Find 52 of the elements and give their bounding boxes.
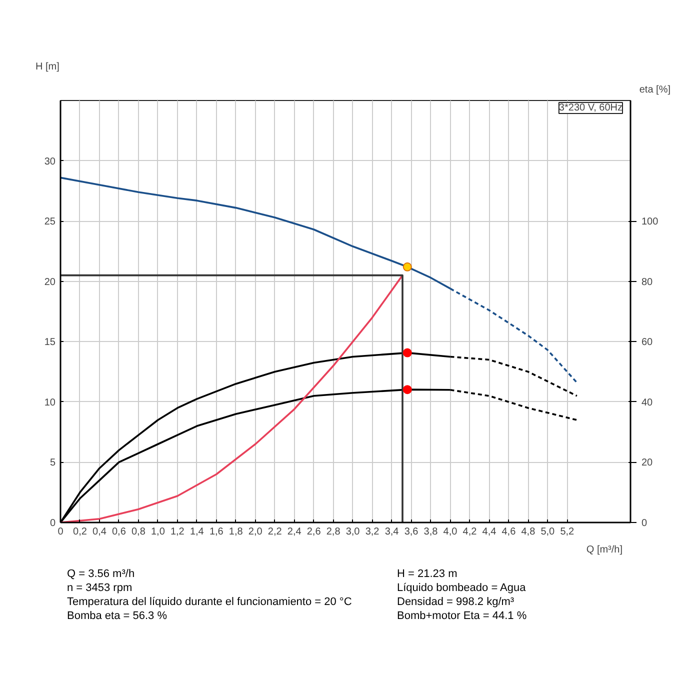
y-tick-label: 10 — [44, 397, 56, 408]
x-tick-label: 0 — [58, 526, 64, 538]
x-tick-label: 4,6 — [502, 526, 516, 538]
y-tick-label: 20 — [44, 276, 56, 288]
y-tick-label: 15 — [44, 337, 56, 348]
y2-tick-label: 20 — [642, 458, 654, 469]
x-tick-label: 0,4 — [92, 526, 107, 538]
y2-tick-label: 60 — [642, 337, 654, 348]
x-axis-title: Q [m³/h] — [586, 544, 623, 556]
x-tick-label: 4,0 — [443, 526, 458, 538]
y2-tick-label: 100 — [642, 216, 659, 228]
text: Bomba eta = 56.3 % — [67, 609, 168, 623]
text: Densidad = 998.2 kg/m³ — [397, 595, 516, 609]
x-tick-label: 0,2 — [73, 526, 88, 538]
x-tick-label: 2,2 — [268, 526, 282, 538]
y2-tick-label: 80 — [642, 276, 654, 288]
annotation: 3*230 V, 60Hz — [558, 102, 623, 114]
x-tick-label: 4,4 — [482, 526, 497, 538]
x-tick-label: 2,8 — [326, 526, 341, 538]
y-axis-title: H [m] — [36, 62, 60, 72]
x-tick-label: 2,4 — [287, 526, 302, 538]
y-tick-label: 0 — [50, 518, 56, 529]
text: Bomb+motor Eta = 44.1 % — [397, 609, 528, 623]
x-tick-label: 3,4 — [384, 526, 400, 538]
y-tick-label: 30 — [44, 156, 56, 168]
x-tick-label: 0,6 — [112, 526, 126, 538]
y-tick-label: 5 — [50, 458, 56, 469]
x-tick-label: 3,0 — [346, 526, 360, 538]
x-tick-label: 1,8 — [228, 526, 244, 538]
text: Temperatura del líquido durante el funcionamiento = 20 °C — [67, 595, 353, 609]
x-tick-label: 4,8 — [521, 526, 536, 538]
y2-tick-label: 40 — [642, 397, 654, 408]
x-tick-label: 3,2 — [365, 526, 380, 538]
text: n = 3453 rpm — [67, 581, 134, 595]
text: Líquido bombeado = Agua — [397, 581, 527, 595]
x-tick-label: 2,6 — [306, 526, 322, 538]
y-tick-label: 25 — [44, 216, 56, 228]
x-tick-label: 3,8 — [424, 526, 438, 538]
y2-tick-label: 0 — [642, 518, 648, 529]
x-tick-label: 1,6 — [209, 526, 224, 538]
text: Q = 3.56 m³/h — [67, 567, 136, 581]
x-tick-label: 1,2 — [170, 526, 185, 538]
x-tick-label: 1,4 — [190, 526, 204, 538]
x-tick-label: 2,0 — [248, 526, 263, 538]
x-tick-label: 1,0 — [150, 526, 166, 538]
text: H = 21.23 m — [397, 567, 458, 581]
x-tick-label: 4,2 — [462, 526, 478, 538]
x-tick-label: 3,6 — [404, 526, 419, 538]
x-tick-label: 0,8 — [132, 526, 146, 538]
x-tick-label: 5,0 — [540, 526, 556, 538]
y2-axis-title: eta [%] — [639, 84, 671, 96]
x-tick-label: 5,2 — [560, 526, 575, 538]
